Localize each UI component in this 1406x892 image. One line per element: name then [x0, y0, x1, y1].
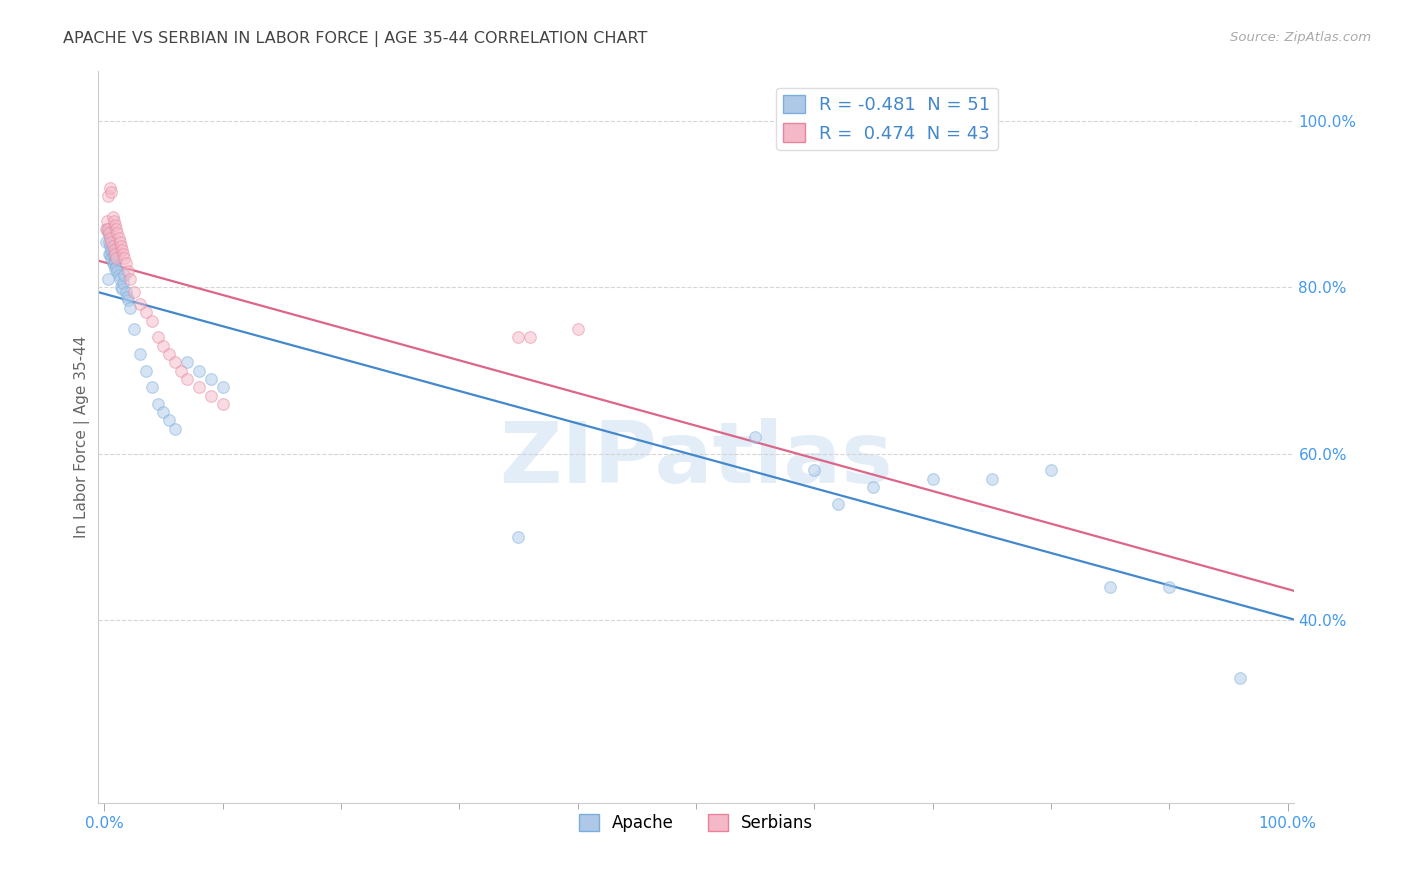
- Point: [141, 380, 163, 394]
- Point: [104, 247, 127, 261]
- Point: [98, 230, 121, 244]
- Point: [108, 235, 131, 249]
- Point: [200, 372, 222, 386]
- Text: Source: ZipAtlas.com: Source: ZipAtlas.com: [1230, 31, 1371, 45]
- Point: [1099, 580, 1122, 594]
- Point: [152, 338, 174, 352]
- Point: [101, 210, 124, 224]
- Point: [141, 314, 163, 328]
- Point: [827, 497, 849, 511]
- Point: [567, 322, 589, 336]
- Point: [128, 297, 150, 311]
- Point: [1159, 580, 1181, 594]
- Point: [98, 180, 121, 194]
- Point: [103, 249, 125, 263]
- Point: [96, 214, 118, 228]
- Point: [508, 330, 530, 344]
- Point: [211, 380, 233, 394]
- Point: [157, 347, 180, 361]
- Point: [111, 243, 134, 257]
- Point: [103, 243, 125, 257]
- Point: [188, 380, 211, 394]
- Point: [165, 422, 187, 436]
- Point: [105, 227, 128, 241]
- Point: [105, 264, 128, 278]
- Point: [146, 330, 169, 344]
- Point: [101, 247, 124, 261]
- Point: [101, 255, 124, 269]
- Point: [103, 214, 125, 228]
- Point: [104, 262, 127, 277]
- Point: [108, 272, 131, 286]
- Point: [211, 397, 233, 411]
- Point: [97, 227, 120, 241]
- Point: [114, 252, 136, 266]
- Point: [200, 388, 222, 402]
- Point: [170, 363, 193, 377]
- Point: [98, 235, 121, 249]
- Point: [110, 280, 132, 294]
- Point: [128, 347, 150, 361]
- Point: [165, 355, 187, 369]
- Point: [105, 260, 128, 274]
- Point: [117, 264, 139, 278]
- Point: [94, 222, 117, 236]
- Point: [97, 272, 120, 286]
- Point: [112, 277, 135, 291]
- Text: APACHE VS SERBIAN IN LABOR FORCE | AGE 35-44 CORRELATION CHART: APACHE VS SERBIAN IN LABOR FORCE | AGE 3…: [63, 31, 648, 47]
- Legend: Apache, Serbians: Apache, Serbians: [572, 807, 820, 838]
- Point: [100, 235, 122, 249]
- Point: [176, 355, 198, 369]
- Point: [803, 463, 825, 477]
- Point: [157, 413, 180, 427]
- Point: [100, 243, 122, 257]
- Point: [122, 322, 145, 336]
- Point: [120, 272, 142, 286]
- Point: [1229, 671, 1251, 685]
- Point: [103, 257, 125, 271]
- Point: [98, 247, 121, 261]
- Point: [107, 230, 129, 244]
- Point: [135, 363, 157, 377]
- Point: [519, 330, 541, 344]
- Point: [104, 253, 127, 268]
- Point: [188, 363, 211, 377]
- Point: [980, 472, 1002, 486]
- Point: [111, 282, 134, 296]
- Text: ZIPatlas: ZIPatlas: [499, 417, 893, 500]
- Point: [100, 252, 122, 266]
- Point: [100, 185, 122, 199]
- Point: [97, 189, 120, 203]
- Point: [105, 222, 128, 236]
- Point: [744, 430, 766, 444]
- Point: [115, 290, 138, 304]
- Point: [97, 222, 120, 236]
- Point: [114, 268, 136, 282]
- Point: [135, 305, 157, 319]
- Point: [101, 239, 124, 253]
- Y-axis label: In Labor Force | Age 35-44: In Labor Force | Age 35-44: [75, 336, 90, 538]
- Point: [508, 530, 530, 544]
- Point: [921, 472, 943, 486]
- Point: [104, 218, 127, 232]
- Point: [98, 247, 121, 261]
- Point: [96, 222, 118, 236]
- Point: [114, 285, 136, 299]
- Point: [112, 247, 135, 261]
- Point: [146, 397, 169, 411]
- Point: [122, 285, 145, 299]
- Point: [94, 235, 117, 249]
- Point: [176, 372, 198, 386]
- Point: [117, 293, 139, 307]
- Point: [98, 239, 121, 253]
- Point: [105, 252, 128, 266]
- Point: [120, 301, 142, 316]
- Point: [107, 268, 129, 282]
- Point: [862, 480, 884, 494]
- Point: [110, 239, 132, 253]
- Point: [1039, 463, 1062, 477]
- Point: [152, 405, 174, 419]
- Point: [114, 255, 136, 269]
- Point: [98, 227, 121, 241]
